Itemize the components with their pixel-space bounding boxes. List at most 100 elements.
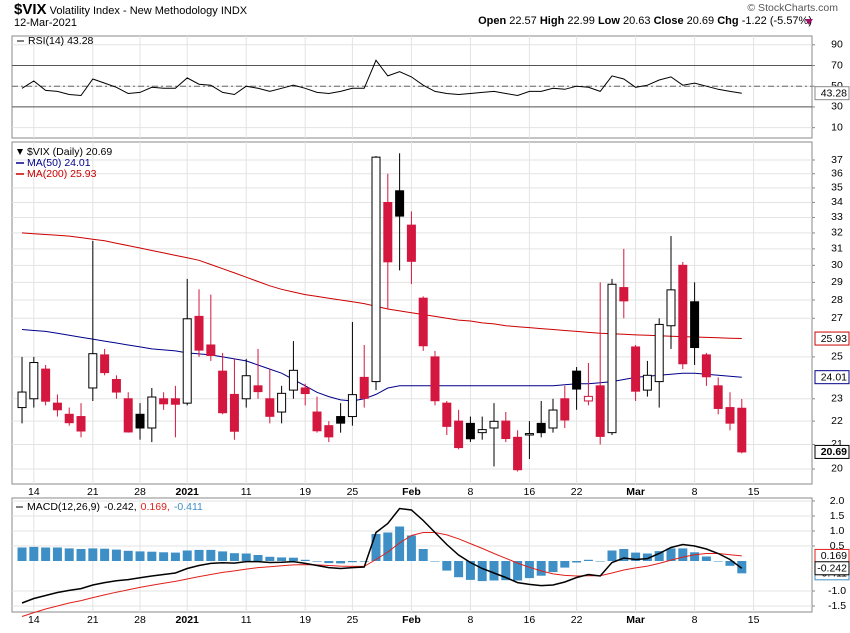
histogram-bar	[560, 561, 570, 568]
candle-body	[253, 385, 263, 393]
candle-body	[52, 402, 62, 411]
histogram-bar	[406, 535, 416, 561]
x-tick-label: 28	[134, 614, 146, 626]
y-tick-label: -1.5	[828, 600, 846, 612]
histogram-bar	[524, 561, 534, 579]
histogram-bar	[501, 561, 511, 581]
candle-body	[607, 283, 617, 434]
candle-body	[489, 420, 499, 429]
histogram-bar	[383, 532, 393, 561]
candle-body	[666, 289, 676, 327]
histogram-bar	[395, 526, 405, 561]
value-box	[814, 444, 850, 459]
histogram-bar	[572, 561, 582, 563]
histogram-bar	[607, 550, 617, 561]
y-tick-label: 23	[831, 393, 843, 405]
candle-body	[572, 370, 582, 390]
y-tick-label: 30	[831, 259, 843, 271]
x-tick-label: 25	[347, 614, 359, 626]
value-box-label: -0.242	[817, 563, 847, 575]
quote: Open 22.57 High 22.99 Low 20.63 Close 20…	[478, 15, 812, 27]
legend: MA(200) 25.93	[27, 168, 97, 180]
x-tick-label: 14	[28, 614, 40, 626]
y-tick-label: 2.0	[830, 495, 845, 507]
y-tick-label: 32	[831, 227, 843, 239]
histogram-bar	[430, 561, 440, 562]
x-tick-label: 19	[299, 486, 311, 498]
x-tick-label: 2021	[176, 486, 200, 498]
y-tick-label: 50	[831, 80, 843, 92]
histogram-bar	[418, 549, 428, 561]
y-tick-label: 1.0	[830, 525, 845, 537]
y-tick-label: 10	[831, 121, 843, 133]
histogram-bar	[147, 551, 157, 561]
candle-body	[725, 407, 735, 424]
x-tick-label: 21	[87, 486, 99, 498]
histogram-bar	[465, 561, 475, 580]
candle-body	[713, 385, 723, 409]
y-tick-label: 35	[831, 182, 843, 194]
y-tick-label: 33	[831, 211, 843, 223]
y-tick-label: 25	[831, 351, 843, 363]
legend: MA(50) 24.01	[27, 157, 91, 169]
x-tick-label: 16	[524, 486, 536, 498]
candle-body	[312, 411, 322, 432]
candle-body	[147, 396, 157, 429]
x-tick-label: 14	[28, 486, 40, 498]
candle-body	[229, 393, 239, 432]
y-tick-label: 21	[831, 438, 843, 450]
candle-body	[170, 398, 180, 405]
histogram-bar	[277, 557, 287, 561]
x-tick-label: 25	[347, 486, 359, 498]
y-tick-label: 0.5	[830, 540, 845, 552]
value-box	[814, 561, 850, 576]
histogram-bar	[253, 555, 263, 561]
histogram-bar	[288, 557, 298, 561]
candle-body	[347, 394, 357, 418]
histogram-bar	[182, 550, 192, 561]
y-tick-label: 36	[831, 168, 843, 180]
y-tick-label: 30	[831, 101, 843, 113]
candle-body	[383, 201, 393, 263]
x-tick-label: 22	[571, 486, 583, 498]
quote-label: Low	[597, 15, 620, 27]
histogram-bar	[64, 548, 74, 561]
candle-body	[135, 413, 145, 429]
histogram-bar	[737, 561, 747, 574]
histogram-bar	[206, 549, 216, 561]
histogram-bar	[170, 552, 180, 561]
x-tick-label: 2021	[176, 614, 200, 626]
copyright: © StockCharts.com	[747, 2, 838, 14]
histogram-bar	[88, 548, 98, 561]
x-tick-label: Mar	[626, 614, 645, 626]
candle-body	[123, 398, 133, 433]
histogram-bar	[666, 548, 676, 561]
histogram-bar	[536, 561, 546, 576]
candle-body	[100, 354, 110, 374]
candle-body	[17, 391, 27, 409]
value-box	[814, 86, 850, 101]
legend: RSI(14) 43.28	[28, 35, 94, 47]
candle-body	[88, 353, 98, 389]
value-box-label: 0.169	[821, 550, 847, 562]
value-box	[814, 331, 850, 346]
candle-body	[324, 425, 334, 438]
quote-value: 20.63	[623, 15, 651, 27]
date: 12-Mar-2021	[14, 17, 77, 29]
histogram-bar	[489, 561, 499, 581]
histogram-bar	[41, 547, 51, 561]
candle-body	[194, 315, 204, 351]
histogram-bar	[678, 548, 688, 561]
histogram-bar	[713, 561, 723, 562]
x-tick-label: 15	[748, 486, 760, 498]
candle-body	[371, 156, 381, 383]
value-box-label: 25.93	[821, 333, 847, 345]
candle-body	[288, 369, 298, 391]
histogram-bar	[218, 551, 228, 561]
y-tick-label: 29	[831, 276, 843, 288]
legend: 0.169,	[141, 501, 170, 513]
x-tick-label: 28	[134, 486, 146, 498]
histogram-bar	[300, 559, 310, 561]
candle-body	[737, 407, 747, 453]
